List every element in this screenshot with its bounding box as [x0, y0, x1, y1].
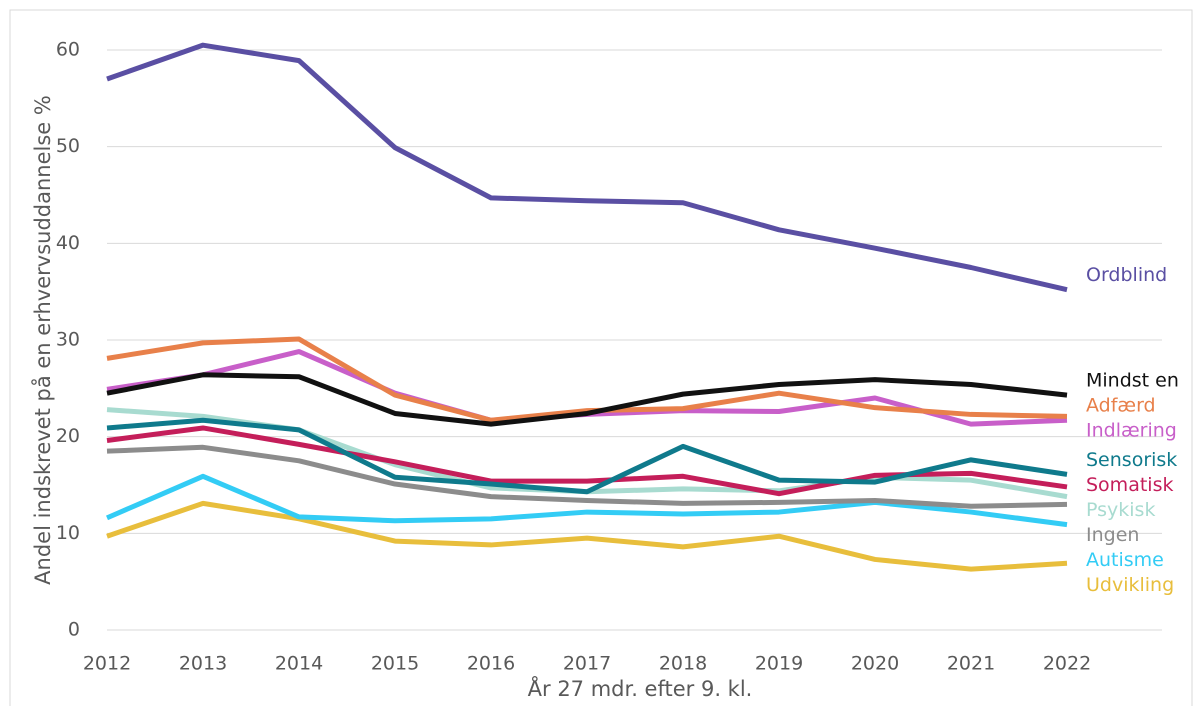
legend-label: Adfærd [1086, 395, 1156, 417]
series-line [106, 473, 1068, 528]
chart-border [9, 9, 1193, 706]
y-tick-label: 40 [56, 232, 80, 254]
legend-label: Sensorisk [1086, 449, 1177, 471]
y-tick-label: 30 [56, 329, 80, 351]
x-axis-title: År 27 mdr. efter 9. kl. [528, 675, 753, 701]
x-tick-label: 2022 [1043, 653, 1091, 675]
series-line [106, 42, 1068, 293]
legend-label: Psykisk [1086, 499, 1155, 521]
legend-label: Autisme [1086, 549, 1164, 571]
legend-label: Udvikling [1086, 574, 1174, 596]
y-axis-title: Andel indskrevet på en erhvervsuddannels… [30, 95, 55, 585]
x-tick-label: 2019 [755, 653, 803, 675]
x-tick-label: 2014 [275, 653, 323, 675]
legend-label: Indlæring [1086, 420, 1177, 442]
legend-label: Ingen [1086, 524, 1139, 546]
x-tick-label: 2016 [467, 653, 515, 675]
y-tick-label: 10 [56, 522, 80, 544]
series-line [106, 336, 1068, 423]
y-tick-label: 0 [68, 619, 80, 641]
y-tick-label: 20 [56, 425, 80, 447]
x-tick-label: 2017 [563, 653, 611, 675]
series-line [106, 444, 1068, 509]
x-tick-label: 2020 [851, 653, 899, 675]
series-line [106, 372, 1068, 427]
y-tick-label: 50 [56, 135, 80, 157]
x-tick-label: 2012 [83, 653, 131, 675]
series-line [106, 425, 1068, 497]
series-line [106, 500, 1068, 572]
legend-label: Mindst en [1086, 370, 1179, 392]
series-line [106, 417, 1068, 495]
y-tick-label: 60 [56, 39, 80, 61]
x-tick-label: 2013 [179, 653, 227, 675]
x-tick-label: 2021 [947, 653, 995, 675]
legend-label: Ordblind [1086, 264, 1167, 286]
x-tick-label: 2015 [371, 653, 419, 675]
legend-label: Somatisk [1086, 474, 1173, 496]
x-tick-label: 2018 [659, 653, 707, 675]
